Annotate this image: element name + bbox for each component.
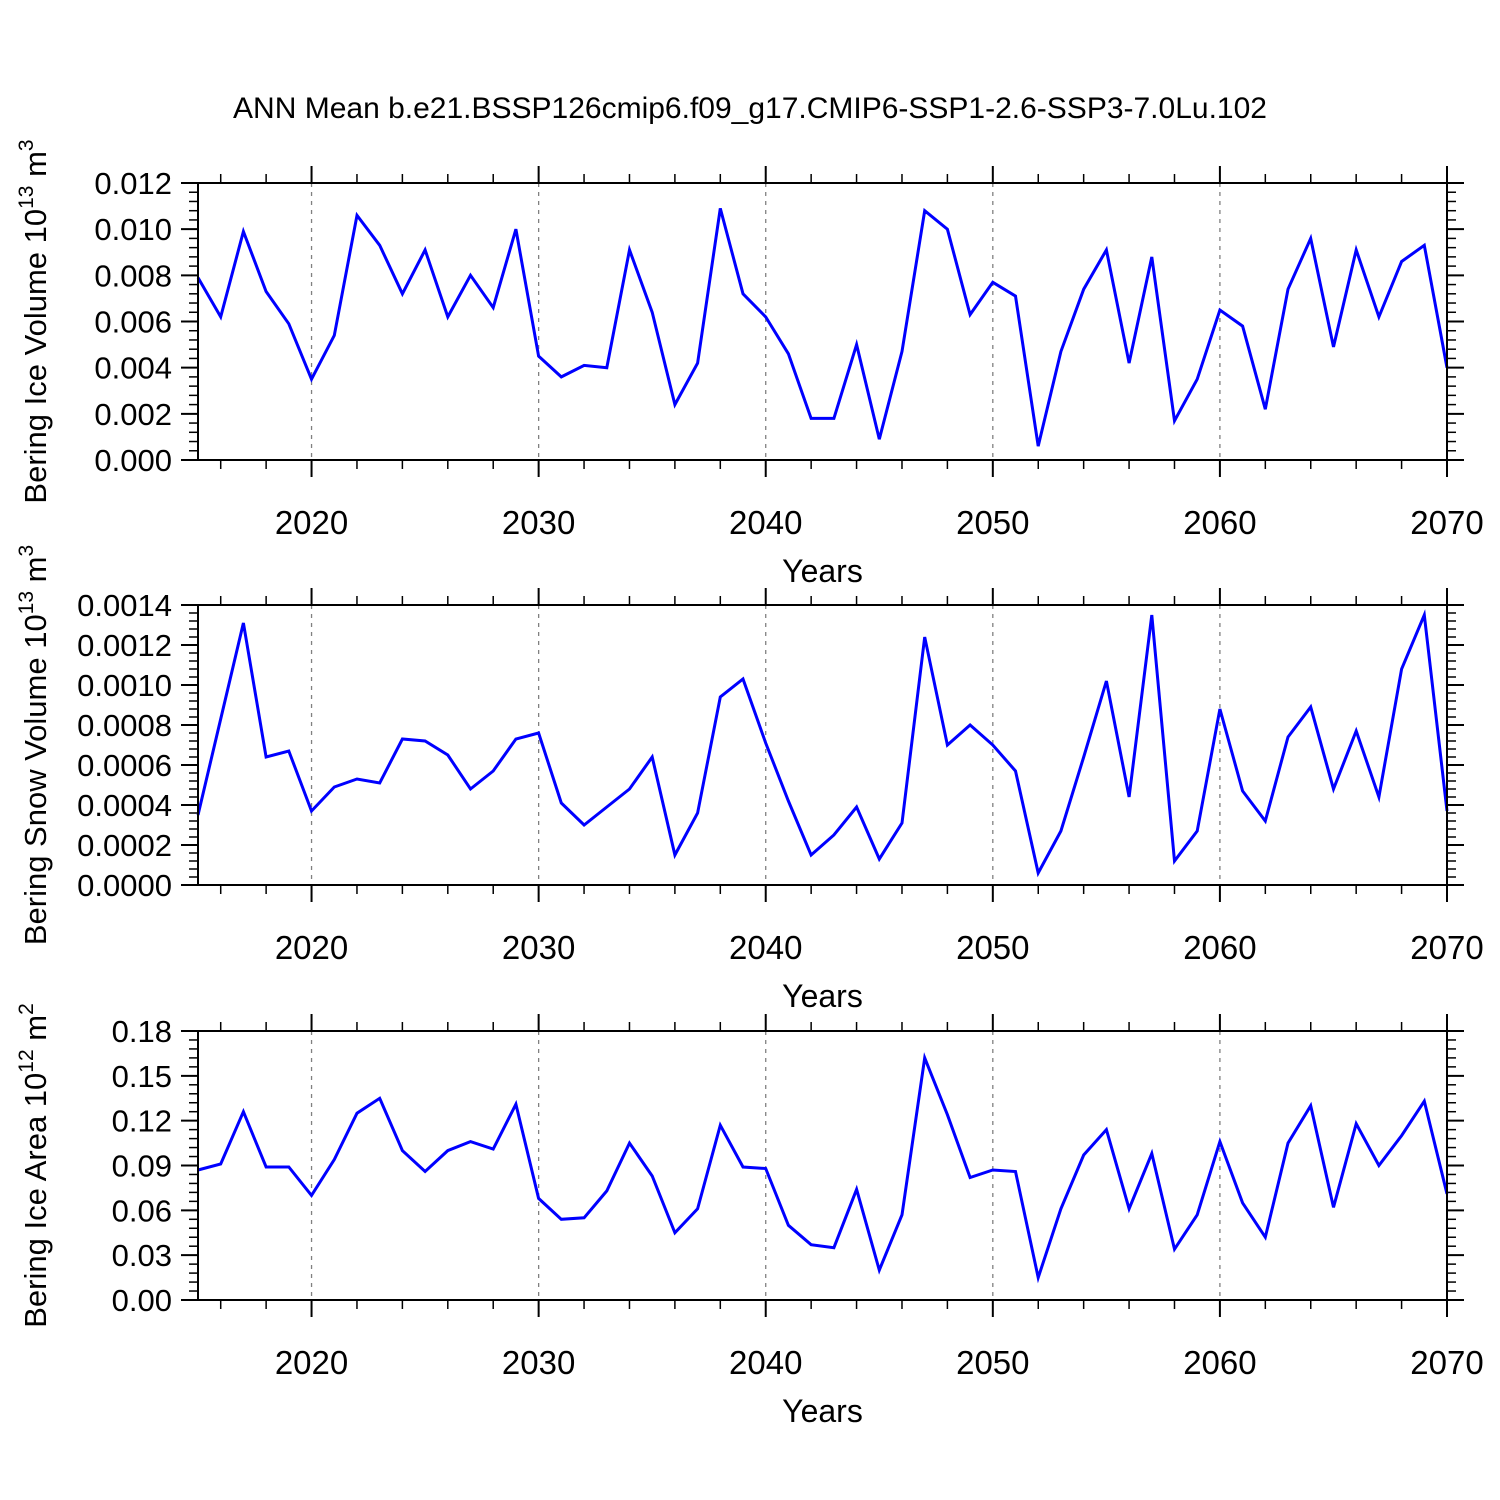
xtick-label: 2050 — [956, 929, 1029, 966]
yaxis-title-bering-ice-area: Bering Ice Area 1012 m2 — [15, 1003, 53, 1328]
xaxis-title-bering-ice-volume: Years — [782, 553, 863, 589]
xtick-label: 2070 — [1410, 929, 1483, 966]
ytick-label: 0.0010 — [77, 668, 172, 703]
ytick-label: 0.09 — [112, 1149, 172, 1184]
ytick-label: 0.0008 — [77, 708, 172, 743]
xaxis-title-bering-snow-volume: Years — [782, 978, 863, 1014]
ytick-label: 0.0014 — [77, 588, 172, 623]
panel-bering-ice-area: 0.00 0.03 0.06 0.09 0.12 0.15 0.18 2020 2030 2040… — [15, 1003, 1484, 1429]
yaxis-title-bering-snow-volume: Bering Snow Volume 1013 m3 — [15, 545, 53, 945]
panel-frame — [197, 182, 1448, 461]
panel-bering-snow-volume: 0.0000 0.0002 0.0004 0.0006 0.0008 0.0010 0.00… — [15, 545, 1484, 1014]
yaxis-title-bering-ice-volume: Bering Ice Volume 1013 m3 — [15, 139, 53, 503]
xtick-label: 2020 — [275, 929, 348, 966]
figure-title: ANN Mean b.e21.BSSP126cmip6.f09_g17.CMIP… — [233, 92, 1267, 125]
ytick-label: 0.12 — [112, 1104, 172, 1139]
bering-snow-volume-line — [196, 609, 1449, 878]
xtick-label: 2020 — [275, 504, 348, 541]
xtick-label: 2030 — [502, 504, 575, 541]
ytick-label: 0.008 — [94, 258, 172, 293]
ytick-label: 0.0006 — [77, 748, 172, 783]
ytick-label: 0.002 — [94, 397, 172, 432]
ytick-label: 0.0004 — [77, 788, 172, 823]
panel-frame — [197, 1030, 1448, 1301]
xtick-label: 2060 — [1183, 1344, 1256, 1381]
ytick-label: 0.004 — [94, 351, 172, 386]
xaxis-title-bering-ice-area: Years — [782, 1393, 863, 1429]
xtick-label: 2040 — [729, 929, 802, 966]
ytick-label: 0.0000 — [77, 868, 172, 903]
ytick-label: 0.000 — [94, 443, 172, 478]
ytick-label: 0.012 — [94, 166, 172, 201]
bering-ice-area-line — [197, 1052, 1449, 1284]
ytick-label: 0.010 — [94, 212, 172, 247]
ytick-label: 0.15 — [112, 1059, 172, 1094]
ytick-label: 0.0002 — [77, 828, 172, 863]
xtick-label: 2060 — [1183, 929, 1256, 966]
xtick-label: 2030 — [502, 1344, 575, 1381]
ytick-label: 0.006 — [94, 305, 172, 340]
ytick-label: 0.00 — [112, 1283, 172, 1318]
xtick-label: 2030 — [502, 929, 575, 966]
xtick-label: 2050 — [956, 1344, 1029, 1381]
xtick-label: 2050 — [956, 504, 1029, 541]
xtick-label: 2020 — [275, 1344, 348, 1381]
ytick-label: 0.18 — [112, 1014, 172, 1049]
panel-bering-ice-volume: 0.000 0.002 0.004 0.006 0.008 0.010 0.012 2020 2… — [15, 139, 1484, 589]
bering-ice-volume-line — [196, 207, 1449, 447]
ytick-label: 0.0012 — [77, 628, 172, 663]
xtick-label: 2070 — [1410, 1344, 1483, 1381]
xtick-label: 2070 — [1410, 504, 1483, 541]
xtick-label: 2040 — [729, 504, 802, 541]
xtick-label: 2060 — [1183, 504, 1256, 541]
xtick-label: 2040 — [729, 1344, 802, 1381]
ytick-label: 0.06 — [112, 1193, 172, 1228]
ytick-label: 0.03 — [112, 1238, 172, 1273]
panel-frame — [197, 604, 1448, 886]
